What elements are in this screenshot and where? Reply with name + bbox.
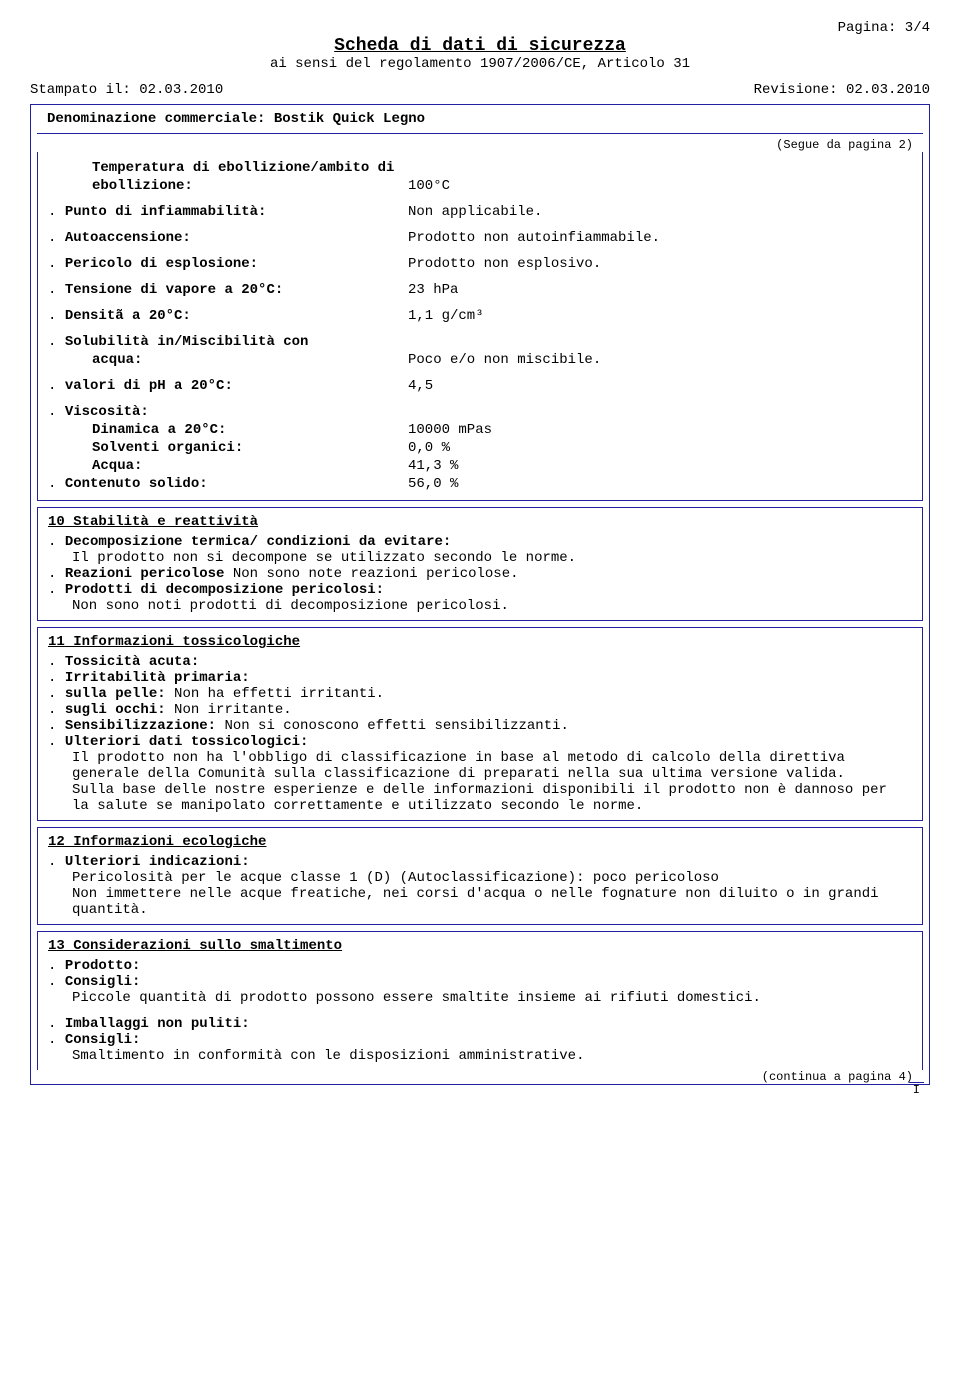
decomp-prod-label: Prodotti di decomposizione pericolosi:: [48, 582, 384, 598]
auto-label: Autoaccensione:: [48, 230, 191, 246]
visc-dyn-value: 10000 mPas: [408, 422, 912, 438]
content-box: Denominazione commerciale: Bostik Quick …: [30, 104, 930, 1085]
footer-mark: I: [909, 1082, 924, 1097]
auto-value: Prodotto non autoinfiammabile.: [408, 230, 912, 246]
section-10-header: 10 Stabilità e reattività: [48, 514, 912, 530]
advice2-body: Smaltimento in conformità con le disposi…: [48, 1048, 912, 1064]
vap-label: Tensione di vapore a 20°C:: [48, 282, 283, 298]
pack-label: Imballaggi non puliti:: [48, 1016, 250, 1032]
react-label: Reazioni pericolose: [48, 566, 224, 582]
solid-label: Contenuto solido:: [48, 476, 208, 492]
solid-value: 56,0 %: [408, 476, 912, 492]
skin-label: sulla pelle:: [48, 686, 166, 702]
irr-label: Irritabilità primaria:: [48, 670, 250, 686]
continued-from: (Segue da pagina 2): [31, 134, 929, 152]
react-body: Non sono note reazioni pericolose.: [224, 566, 518, 582]
ph-label: valori di pH a 20°C:: [48, 378, 233, 394]
solv-value: 0,0 %: [408, 440, 912, 456]
section-13-header: 13 Considerazioni sullo smaltimento: [48, 938, 912, 954]
advice2-label: Consigli:: [48, 1032, 140, 1048]
expl-label: Pericolo di esplosione:: [48, 256, 258, 272]
flash-label: Punto di infiammabilità:: [48, 204, 266, 220]
more-tox-label: Ulteriori dati tossicologici:: [48, 734, 308, 750]
doc-title: Scheda di dati di sicurezza: [30, 36, 930, 56]
boil-value: 100°C: [408, 178, 912, 194]
printed-date: Stampato il: 02.03.2010: [30, 82, 223, 98]
doc-subtitle: ai sensi del regolamento 1907/2006/CE, A…: [30, 56, 930, 72]
sens-body: Non si conoscono effetti sensibilizzanti…: [216, 718, 569, 734]
boil-label2: ebollizione:: [48, 178, 193, 194]
eco-body2: Non immettere nelle acque freatiche, nei…: [48, 886, 912, 918]
section-12-header: 12 Informazioni ecologiche: [48, 834, 912, 850]
sens-label: Sensibilizzazione:: [48, 718, 216, 734]
section-11-header: 11 Informazioni tossicologiche: [48, 634, 912, 650]
boil-label: Temperatura di ebollizione/ambito di: [48, 160, 394, 176]
advice-label: Consigli:: [48, 974, 140, 990]
water-value: 41,3 %: [408, 458, 912, 474]
decomp-body: Il prodotto non si decompone se utilizza…: [48, 550, 912, 566]
advice-body: Piccole quantità di prodotto possono ess…: [48, 990, 912, 1006]
skin-body: Non ha effetti irritanti.: [166, 686, 384, 702]
dens-label: Densitã a 20°C:: [48, 308, 191, 324]
more-tox-body2: Sulla base delle nostre esperienze e del…: [48, 782, 912, 814]
product-name: Denominazione commerciale: Bostik Quick …: [37, 105, 923, 134]
continued-to: (continua a pagina 4): [31, 1070, 929, 1084]
sol-value: Poco e/o non miscibile.: [408, 352, 912, 368]
visc-dyn-label: Dinamica a 20°C:: [48, 422, 226, 438]
eco-label: Ulteriori indicazioni:: [48, 854, 250, 870]
tox-label: Tossicità acuta:: [48, 654, 199, 670]
visc-label: Viscosità:: [48, 404, 149, 420]
eye-body: Non irritante.: [166, 702, 292, 718]
sol-label2: acqua:: [48, 352, 142, 368]
water-label: Acqua:: [48, 458, 142, 474]
expl-value: Prodotto non esplosivo.: [408, 256, 912, 272]
decomp-label: Decomposizione termica/ condizioni da ev…: [48, 534, 451, 550]
more-tox-body1: Il prodotto non ha l'obbligo di classifi…: [48, 750, 912, 782]
eco-body1: Pericolosità per le acque classe 1 (D) (…: [48, 870, 912, 886]
vap-value: 23 hPa: [408, 282, 912, 298]
decomp-prod-body: Non sono noti prodotti di decomposizione…: [48, 598, 912, 614]
sol-label: Solubilità in/Miscibilità con: [48, 334, 308, 350]
revision-date: Revisione: 02.03.2010: [754, 82, 930, 98]
dens-value: 1,1 g/cm³: [408, 308, 912, 324]
ph-value: 4,5: [408, 378, 912, 394]
flash-value: Non applicabile.: [408, 204, 912, 220]
page-indicator: Pagina: 3/4: [30, 20, 930, 36]
eye-label: sugli occhi:: [48, 702, 166, 718]
solv-label: Solventi organici:: [48, 440, 243, 456]
disposal-prod-label: Prodotto:: [48, 958, 140, 974]
